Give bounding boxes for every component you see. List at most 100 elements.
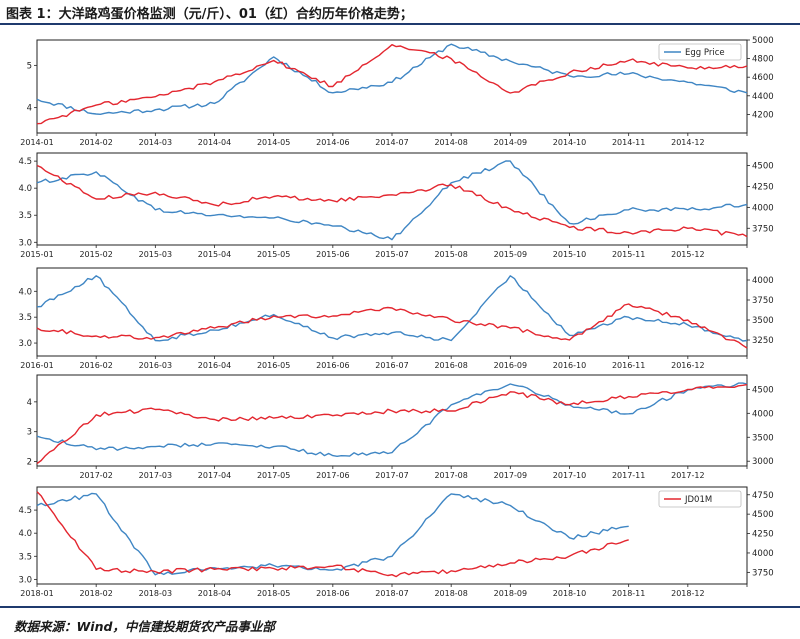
y-right-tick-label: 4000 [752,549,774,559]
legend-label: JD01M [684,495,712,505]
y-left-tick-label: 3.0 [18,238,32,248]
x-tick-label: 2016-01 [20,361,53,370]
x-tick-label: 2016-03 [139,361,172,370]
x-tick-label: 2014-04 [198,138,231,147]
y-right-tick-label: 4250 [752,530,774,540]
egg-price-line [36,275,748,342]
x-tick-label: 2018-11 [612,589,645,598]
chart-panel: 2014-01 2014-02 2014-03 2014-04 2014-05 2014-… [20,36,773,147]
x-tick-label: 2014-12 [671,138,704,147]
x-tick-label: 2017-07 [375,471,408,480]
x-tick-label: 2016-11 [612,361,645,370]
x-tick-label: 2015-03 [139,250,172,259]
y-left-tick-label: 4.0 [18,184,32,194]
y-right-tick-label: 3500 [752,433,774,443]
x-tick-label: 2015-04 [198,250,231,259]
y-left-tick-label: 3.5 [18,313,32,323]
y-right-tick-label: 4600 [752,73,774,83]
legend-box [658,43,742,61]
x-tick-label: 2018-04 [198,589,231,598]
x-tick-label: 2018-03 [139,589,172,598]
x-tick-label: 2016-02 [79,361,112,370]
y-right-tick-label: 3750 [752,568,774,578]
chart-panel: 2017-02 2017-03 2017-04 2017-05 2017-06 2017-… [27,374,774,480]
x-tick-label: 2016-10 [553,361,586,370]
y-right-tick-label: 3000 [752,457,774,467]
y-right-tick-label: 3500 [752,316,774,326]
x-tick-label: 2015-06 [316,250,349,259]
x-tick-label: 2017-05 [257,471,290,480]
x-tick-label: 2018-01 [20,589,53,598]
x-tick-label: 2015-07 [375,250,408,259]
y-left-tick-label: 4.5 [18,157,32,167]
legend: Egg Price [658,43,742,61]
y-right-tick-label: 4500 [752,385,774,395]
x-tick-label: 2016-08 [434,361,467,370]
y-left-tick-label: 3.0 [18,339,32,349]
x-tick-label: 2014-03 [139,138,172,147]
y-left-tick-label: 3.5 [18,552,32,562]
source-note: 数据来源：Wind，中信建投期货农产品事业部 [14,619,275,634]
x-tick-label: 2017-10 [553,471,586,480]
y-right-tick-label: 4250 [752,182,774,192]
y-left-tick-label: 4 [27,398,32,408]
futures-price-line [36,164,748,238]
y-right-tick-label: 4500 [752,510,774,520]
x-tick-label: 2018-07 [375,589,408,598]
egg-price-line [36,382,748,457]
egg-price-line [36,43,748,115]
x-tick-label: 2015-02 [79,250,112,259]
title-rule [0,23,800,25]
x-tick-label: 2016-06 [316,361,349,370]
x-tick-label: 2014-10 [553,138,586,147]
x-tick-label: 2018-02 [79,589,112,598]
x-tick-label: 2018-10 [553,589,586,598]
plot-frame [36,374,748,467]
x-tick-label: 2015-10 [553,250,586,259]
y-right-tick-label: 4750 [752,491,774,501]
y-right-tick-label: 4200 [752,110,774,120]
chart-panel: 2016-01 2016-02 2016-03 2016-04 2016-05 2016-… [18,267,774,370]
x-tick-label: 2017-06 [316,471,349,480]
y-left-tick-label: 3.5 [18,211,32,221]
x-tick-label: 2017-11 [612,471,645,480]
x-tick-label: 2017-03 [139,471,172,480]
chart-panel: 2018-01 2018-02 2018-03 2018-04 2018-05 2018-… [18,486,774,598]
x-tick-label: 2016-12 [671,361,704,370]
y-left-tick-label: 3 [27,428,32,438]
x-tick-label: 2016-07 [375,361,408,370]
x-tick-label: 2014-02 [79,138,112,147]
futures-price-line [36,383,748,465]
x-tick-label: 2017-02 [79,471,112,480]
y-right-tick-label: 4000 [752,276,774,286]
x-tick-label: 2015-05 [257,250,290,259]
x-tick-label: 2014-01 [20,138,53,147]
y-right-tick-label: 4800 [752,55,774,65]
x-tick-label: 2017-09 [494,471,527,480]
plot-frame [36,152,748,246]
chart-panel: 2015-01 2015-02 2015-03 2015-04 2015-05 2015-… [18,152,774,259]
x-tick-label: 2018-09 [494,589,527,598]
y-right-tick-label: 4500 [752,162,774,172]
x-tick-label: 2016-05 [257,361,290,370]
egg-price-line [36,160,748,241]
x-tick-label: 2018-05 [257,589,290,598]
footer-rule [0,606,800,608]
legend-box [658,490,742,508]
x-tick-label: 2017-12 [671,471,704,480]
y-right-tick-label: 4000 [752,409,774,419]
x-tick-label: 2015-11 [612,250,645,259]
x-tick-label: 2015-08 [434,250,467,259]
y-left-tick-label: 4.0 [18,287,32,297]
x-tick-label: 2014-08 [434,138,467,147]
futures-price-line [36,491,629,578]
y-right-tick-label: 5000 [752,36,774,46]
y-left-tick-label: 2 [27,458,32,468]
y-left-tick-label: 3.0 [18,575,32,585]
y-right-tick-label: 3750 [752,296,774,306]
x-tick-label: 2016-04 [198,361,231,370]
y-right-tick-label: 3250 [752,336,774,346]
figure-title: 图表 1：大洋路鸡蛋价格监测（元/斤）、01（红）合约历年价格走势； [6,7,413,22]
y-right-tick-label: 4000 [752,203,774,213]
